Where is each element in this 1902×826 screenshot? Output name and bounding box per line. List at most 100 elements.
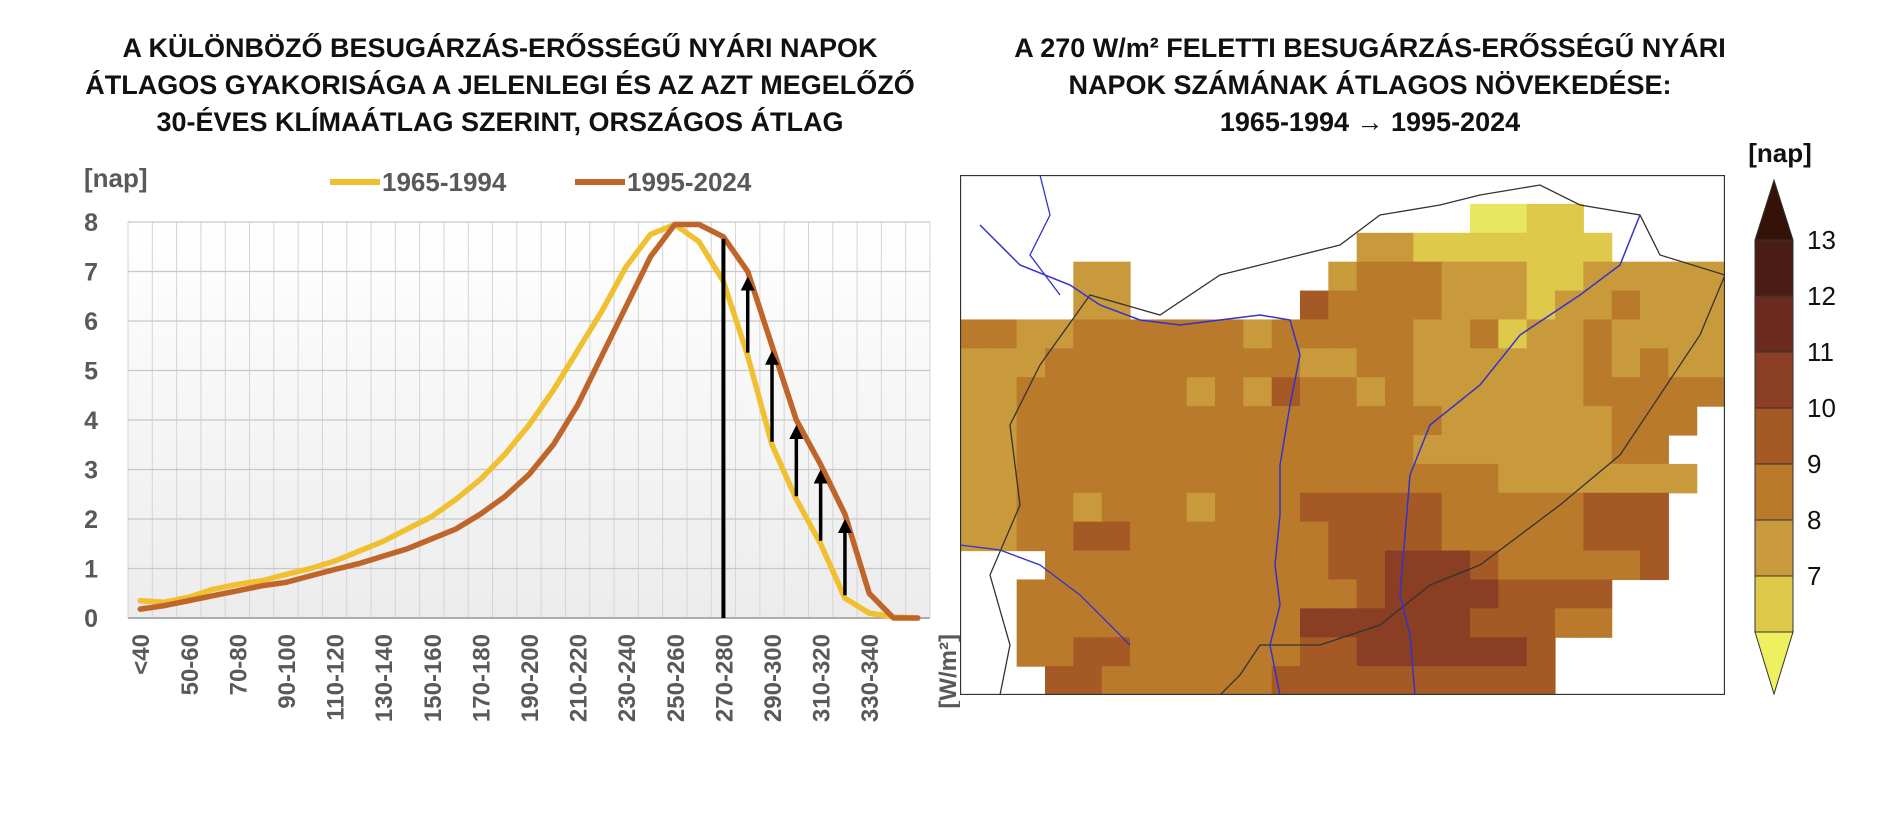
map-cell <box>1328 492 1358 523</box>
map-cell <box>1300 406 1329 436</box>
map-cell <box>1498 406 1528 436</box>
map-cell <box>1271 666 1301 695</box>
map-cell <box>1073 521 1103 552</box>
map-cell <box>1186 637 1216 667</box>
map-cell <box>1158 463 1188 494</box>
map-cell <box>1328 435 1358 465</box>
map-cell <box>1045 579 1074 609</box>
x-tick-label: 210-220 <box>566 634 593 722</box>
map-cell <box>1243 608 1273 638</box>
map-cell <box>1583 261 1613 292</box>
map-cell <box>1413 608 1443 638</box>
map-cell <box>1668 290 1698 321</box>
map-cell <box>1101 492 1131 523</box>
map-cell <box>1045 435 1074 465</box>
colorbar-top-extension <box>1754 178 1794 241</box>
map-cell <box>1611 435 1641 465</box>
map-cell <box>1130 348 1159 378</box>
map-cell <box>1413 319 1443 349</box>
left-title-line-1: A KÜLÖNBÖZŐ BESUGÁRZÁS-ERŐSSÉGŰ NYÁRI NA… <box>122 33 878 63</box>
map-cell <box>1441 521 1471 552</box>
river <box>1029 175 1061 296</box>
map-cell <box>1158 579 1188 609</box>
map-cell <box>1526 637 1556 667</box>
map-cell <box>1045 492 1074 523</box>
danube-river <box>979 224 1301 695</box>
map-cell <box>1668 261 1698 292</box>
map-cell <box>1555 579 1584 609</box>
map-cell <box>1356 348 1386 378</box>
map-cell <box>1555 550 1584 581</box>
map-cell <box>1583 232 1613 263</box>
right-title-line-3: 1965-1994 → 1995-2024 <box>1219 107 1521 137</box>
map-cell <box>988 463 1018 494</box>
colorbar-segment <box>1754 575 1794 633</box>
map-cell <box>1526 377 1556 407</box>
map-cell <box>1243 492 1273 523</box>
map-cell <box>1101 637 1131 667</box>
map-cell <box>1045 637 1074 667</box>
map-cell <box>1356 319 1386 349</box>
map-cell <box>1413 261 1443 292</box>
map-cell <box>1356 232 1386 263</box>
map-cell <box>1045 406 1074 436</box>
map-cell <box>1555 261 1584 292</box>
map-cell <box>1583 348 1613 378</box>
map-cell <box>1045 608 1074 638</box>
map-cell <box>1583 319 1613 349</box>
map-cell <box>1385 290 1414 321</box>
map-cell <box>960 348 989 378</box>
map-cell <box>1271 521 1301 552</box>
map-cell <box>1300 637 1329 667</box>
map-cell <box>1186 579 1216 609</box>
map-cell <box>1045 550 1074 581</box>
colorbar-segment <box>1754 519 1794 577</box>
map-cell <box>1328 348 1358 378</box>
map-cell <box>1640 377 1669 407</box>
map-cell <box>1441 348 1471 378</box>
map-cell <box>1611 377 1641 407</box>
map-cell <box>1385 319 1414 349</box>
map-cell <box>1498 261 1528 292</box>
x-tick-label: 110-120 <box>323 634 350 721</box>
map-cell <box>1526 608 1556 638</box>
x-tick-label: 190-200 <box>517 634 544 722</box>
map-cell <box>1356 406 1386 436</box>
map-cell <box>1073 492 1103 523</box>
map-cell <box>1215 666 1244 695</box>
map-cell <box>1186 406 1216 436</box>
map-cell <box>1101 521 1131 552</box>
map-cell <box>1385 232 1414 263</box>
map-cell <box>1130 608 1159 638</box>
map-cell <box>1413 232 1443 263</box>
map-cell <box>1130 521 1159 552</box>
map-cell <box>1611 492 1641 523</box>
map-cell <box>1016 579 1046 609</box>
map-cell <box>1385 348 1414 378</box>
map-cell <box>1186 608 1216 638</box>
map-cell <box>1498 637 1528 667</box>
map-cell <box>1611 521 1641 552</box>
map-cell <box>1328 406 1358 436</box>
x-tick-label: 50-60 <box>177 634 204 695</box>
colorbar-segment <box>1754 407 1794 465</box>
map-cell <box>1186 492 1216 523</box>
map-cell <box>1470 319 1499 349</box>
legend-label: 1965-1994 <box>382 167 507 197</box>
map-cell <box>1215 348 1244 378</box>
map-cell <box>1356 521 1386 552</box>
map-cell <box>1470 377 1499 407</box>
map-cell <box>1073 406 1103 436</box>
map-cell <box>1300 521 1329 552</box>
map-cell <box>1073 348 1103 378</box>
map-cell <box>1526 203 1556 234</box>
map-cell <box>1130 637 1159 667</box>
x-tick-label: <40 <box>128 634 155 675</box>
map-cell <box>1130 319 1159 349</box>
map-cell <box>960 463 989 494</box>
line-chart: 0 1 2 3 4 5 6 7 8 [nap] <40 50-60 70-80 90-100 110-120… <box>84 163 960 722</box>
map-cell <box>1526 232 1556 263</box>
map-cell <box>1611 348 1641 378</box>
map-cell <box>1583 377 1613 407</box>
map-cell <box>1073 550 1103 581</box>
